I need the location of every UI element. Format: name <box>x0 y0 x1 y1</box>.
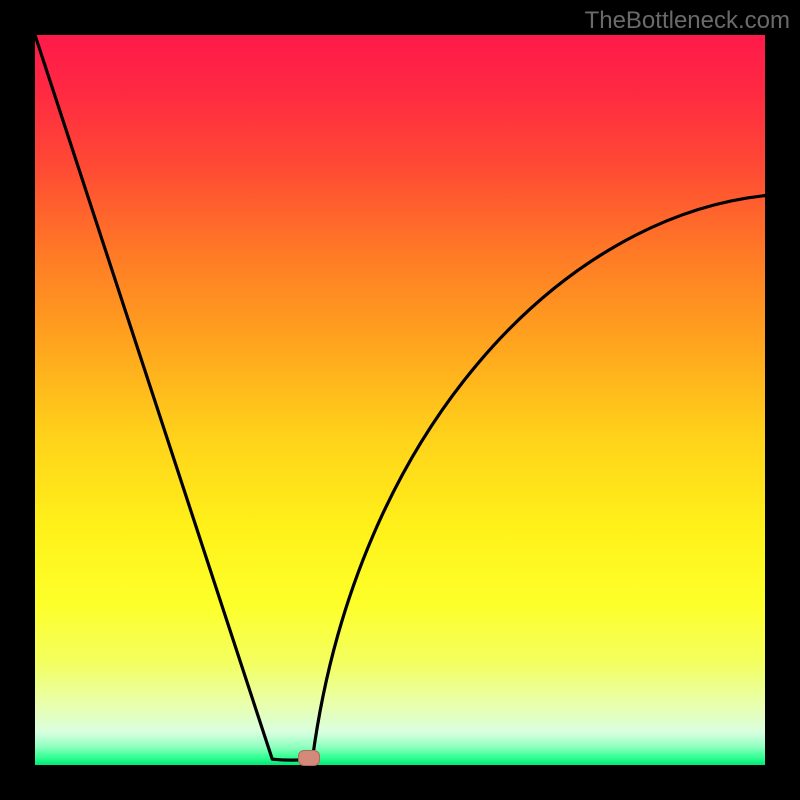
chart-frame: TheBottleneck.com <box>0 0 800 800</box>
watermark-text: TheBottleneck.com <box>585 7 790 35</box>
optimal-point-marker <box>298 750 320 766</box>
bottleneck-curve <box>0 0 800 800</box>
